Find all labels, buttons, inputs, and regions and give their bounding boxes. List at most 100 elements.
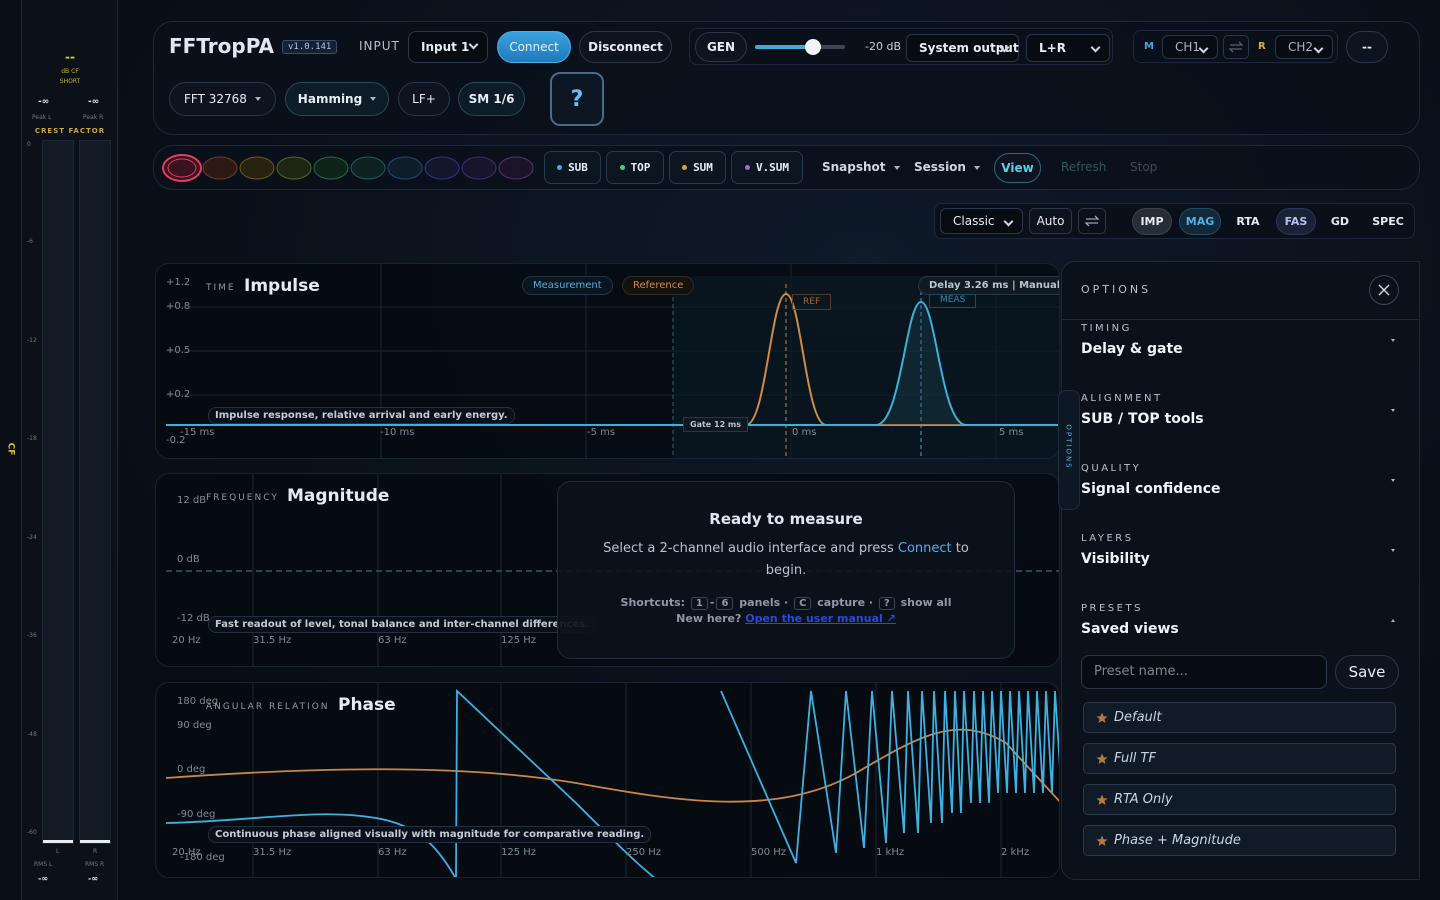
level-slider[interactable] xyxy=(755,39,845,55)
section-toggle[interactable] xyxy=(1391,549,1395,552)
group-button[interactable]: TOP xyxy=(606,151,664,184)
delay-chip: Delay 3.26 ms | Manual xyxy=(918,276,1059,295)
swap-button[interactable] xyxy=(1223,35,1249,59)
y-tick-label: -12 dB xyxy=(177,613,210,624)
section-title[interactable]: Visibility xyxy=(1081,551,1150,567)
phase-title: Phase xyxy=(338,695,396,715)
input-select[interactable]: Input 1 xyxy=(408,31,488,63)
refresh-button[interactable]: Refresh xyxy=(1061,160,1107,174)
more-button[interactable]: -- xyxy=(1346,31,1388,63)
preset-item[interactable]: Phase + Magnitude xyxy=(1083,825,1396,856)
peak-r-label: Peak R xyxy=(83,114,104,121)
window-button[interactable]: Hamming xyxy=(285,82,389,116)
preset-item[interactable]: Full TF xyxy=(1083,743,1396,774)
y-tick-label: 12 dB xyxy=(177,495,207,506)
ch-l: L xyxy=(56,848,60,855)
impulse-panel: TIME Impulse Measurement Reference Delay… xyxy=(155,263,1060,459)
magnitude-title: Magnitude xyxy=(287,486,390,506)
layout-select[interactable]: Classic xyxy=(940,208,1023,234)
y-tick-label: +0.5 xyxy=(166,345,191,356)
text: capture xyxy=(817,596,866,609)
text: panels xyxy=(739,596,781,609)
preset-item[interactable]: RTA Only xyxy=(1083,784,1396,815)
view-tab[interactable]: IMP xyxy=(1132,208,1172,235)
phase-plot xyxy=(165,683,1059,877)
y-tick-label: -180 deg xyxy=(180,852,225,863)
help-button[interactable]: ? xyxy=(550,72,604,126)
close-button[interactable] xyxy=(1369,275,1399,305)
stop-button[interactable]: Stop xyxy=(1130,160,1158,174)
preset-item[interactable]: Default xyxy=(1083,702,1396,733)
ch1-select[interactable]: CH1 xyxy=(1162,35,1218,59)
key: 6 xyxy=(716,597,734,610)
text: · xyxy=(868,596,874,609)
y-tick-label: +0.8 xyxy=(166,301,191,312)
group-button[interactable]: SUB xyxy=(544,151,601,184)
fft-button[interactable]: FFT 32768 xyxy=(169,82,276,116)
view-tab[interactable]: SPEC xyxy=(1372,215,1404,228)
key: 1 xyxy=(690,597,708,610)
section-title[interactable]: Saved views xyxy=(1081,621,1179,637)
group-button[interactable]: V.SUM xyxy=(731,151,803,184)
section-toggle[interactable] xyxy=(1391,619,1395,622)
phase-panel: ANGULAR RELATION Phase Continuous phase … xyxy=(155,682,1060,878)
phase-caption: Continuous phase aligned visually with m… xyxy=(208,826,652,843)
preset-input[interactable]: Preset name... xyxy=(1081,655,1327,689)
gen-button[interactable]: GEN xyxy=(695,32,747,62)
section-kicker: QUALITY xyxy=(1081,463,1142,474)
view-tab[interactable]: MAG xyxy=(1179,208,1221,235)
overlay-title: Ready to measure xyxy=(709,510,863,528)
x-tick-label: 20 Hz xyxy=(172,847,201,858)
phase-kicker: ANGULAR RELATION xyxy=(206,702,330,712)
star-icon xyxy=(1096,835,1108,846)
save-button[interactable]: Save xyxy=(1335,655,1399,689)
section-toggle[interactable] xyxy=(1391,409,1395,412)
options-tab[interactable] xyxy=(1058,390,1080,510)
snapshot-menu[interactable]: Snapshot xyxy=(822,160,900,174)
group-label: SUM xyxy=(693,161,713,174)
section-title[interactable]: Signal confidence xyxy=(1081,481,1221,497)
star-icon xyxy=(1096,794,1108,805)
auto-button[interactable]: Auto xyxy=(1029,208,1072,234)
section-title[interactable]: Delay & gate xyxy=(1081,341,1183,357)
side-tab[interactable] xyxy=(0,0,22,900)
preset-label: Phase + Magnitude xyxy=(1114,833,1241,848)
level-value: -20 dB xyxy=(865,40,901,53)
session-menu[interactable]: Session xyxy=(914,160,980,174)
x-tick-label: 250 Hz xyxy=(626,847,662,858)
section-toggle[interactable] xyxy=(1391,339,1395,342)
meas-marker: MEAS xyxy=(929,294,977,308)
x-tick-label: 500 Hz xyxy=(751,847,787,858)
group-dot xyxy=(557,165,563,170)
disconnect-button[interactable]: Disconnect xyxy=(579,31,672,63)
manual-link[interactable]: Open the user manual ↗ xyxy=(745,612,896,625)
view-button[interactable]: View xyxy=(994,153,1041,183)
connect-button[interactable]: Connect xyxy=(497,31,571,63)
text: Select a 2-channel audio interface and p… xyxy=(603,541,898,556)
ch2-select[interactable]: CH2 xyxy=(1275,35,1333,59)
swap-view-button[interactable] xyxy=(1078,208,1106,234)
star-icon xyxy=(1096,753,1108,764)
section-toggle[interactable] xyxy=(1391,479,1395,482)
peak-l: -∞ xyxy=(38,97,50,107)
magnitude-kicker: FREQUENCY xyxy=(206,493,279,503)
divider xyxy=(1061,319,1420,320)
meter-scale-label: -36 xyxy=(27,632,37,639)
connect-link[interactable]: Connect xyxy=(897,541,952,556)
text: show all xyxy=(900,596,952,609)
lf-button[interactable]: LF+ xyxy=(398,82,450,116)
reference-chip[interactable]: Reference xyxy=(622,276,695,295)
section-title[interactable]: SUB / TOP tools xyxy=(1081,411,1204,427)
output-select[interactable]: System output xyxy=(906,34,1019,62)
view-tab[interactable]: GD xyxy=(1330,215,1350,228)
smoothing-button[interactable]: SM 1/6 xyxy=(458,82,525,116)
view-tab[interactable]: FAS xyxy=(1276,208,1316,235)
group-button[interactable]: SUM xyxy=(669,151,726,184)
measurement-chip[interactable]: Measurement xyxy=(522,276,613,295)
version: v1.0.141 xyxy=(282,40,338,54)
meter-bar-l xyxy=(42,140,74,844)
routing-select[interactable]: L+R xyxy=(1026,34,1110,62)
view-tab[interactable]: RTA xyxy=(1236,215,1260,228)
color-slots[interactable] xyxy=(158,150,538,186)
y-tick-label: 180 deg xyxy=(177,696,219,707)
